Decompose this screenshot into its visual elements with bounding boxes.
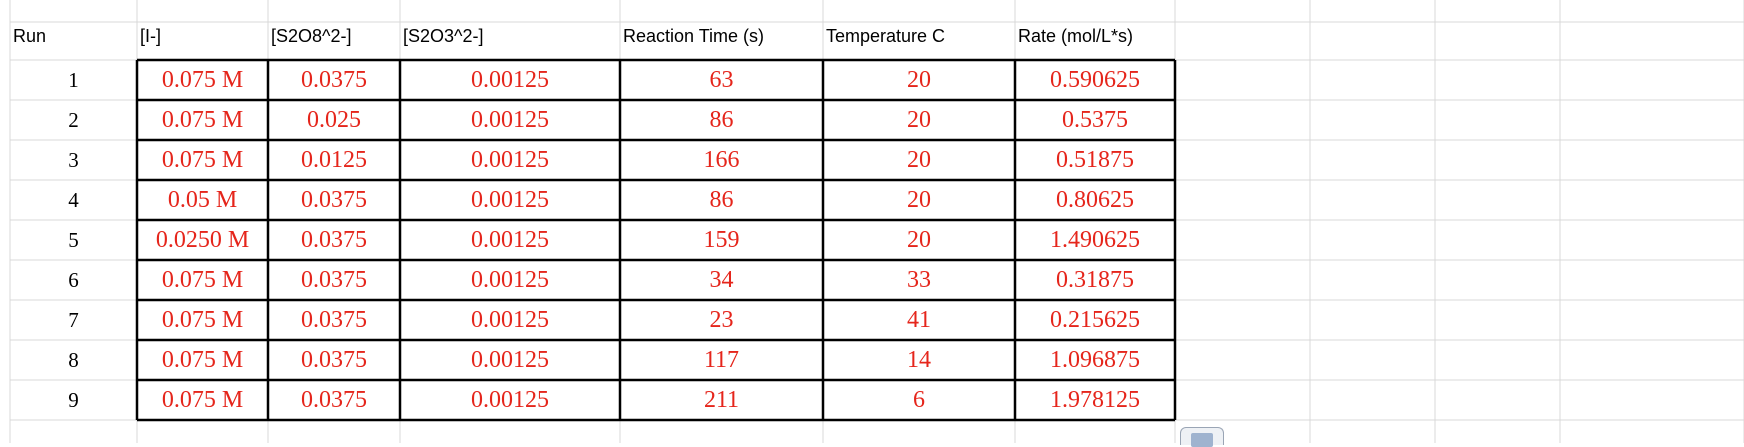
data-cell[interactable]: 0.0375 — [301, 227, 367, 253]
data-cell[interactable]: 63 — [709, 67, 734, 93]
data-cell[interactable]: 0.075 M — [161, 67, 244, 93]
data-cell[interactable]: 0.00125 — [471, 227, 549, 253]
data-cell[interactable]: 33 — [907, 267, 931, 293]
run-number-cell[interactable]: 5 — [68, 228, 79, 252]
data-cell[interactable]: 20 — [907, 227, 931, 253]
data-cell[interactable]: 20 — [907, 187, 931, 213]
data-cell[interactable]: 0.00125 — [471, 147, 549, 173]
data-cell[interactable]: 117 — [703, 347, 740, 373]
data-cell[interactable]: 0.0375 — [301, 347, 367, 373]
data-cell[interactable]: 0.0375 — [301, 67, 367, 93]
data-cell[interactable]: 20 — [907, 147, 931, 173]
data-cell[interactable]: 0.075 M — [161, 147, 244, 173]
data-cell[interactable]: 0.00125 — [471, 67, 549, 93]
data-cell[interactable]: 0.51875 — [1056, 147, 1134, 173]
data-cell[interactable]: 0.0250 M — [155, 227, 250, 253]
data-cell[interactable]: 0.05 M — [167, 187, 238, 213]
data-cell[interactable]: 86 — [709, 107, 734, 133]
data-cell[interactable]: 0.00125 — [471, 107, 549, 133]
data-cell[interactable]: 0.0125 — [301, 147, 367, 173]
run-number-cell[interactable]: 2 — [68, 108, 79, 132]
run-number-cell[interactable]: 6 — [68, 268, 79, 292]
data-cell[interactable]: 0.075 M — [161, 387, 244, 413]
column-header-cell[interactable]: Rate (mol/L*s) — [1018, 26, 1134, 46]
data-cell[interactable]: 20 — [907, 107, 931, 133]
data-cell[interactable]: 0.00125 — [471, 307, 549, 333]
data-cell[interactable]: 0.025 — [307, 107, 361, 133]
data-cell[interactable]: 0.590625 — [1050, 67, 1140, 93]
data-cell[interactable]: 86 — [709, 187, 734, 213]
data-cell[interactable]: 0.215625 — [1050, 307, 1140, 333]
data-cell[interactable]: 0.00125 — [471, 387, 549, 413]
data-cell[interactable]: 0.075 M — [161, 307, 244, 333]
data-cell[interactable]: 0.0375 — [301, 187, 367, 213]
data-cell[interactable]: 23 — [709, 307, 734, 333]
run-number-cell[interactable]: 8 — [68, 348, 79, 372]
data-cell[interactable]: 211 — [703, 387, 740, 413]
data-cell[interactable]: 0.00125 — [471, 187, 549, 213]
data-cell[interactable]: 0.00125 — [471, 267, 549, 293]
data-cell[interactable]: 1.490625 — [1050, 227, 1140, 253]
column-header-cell[interactable]: [I-] — [140, 26, 161, 46]
column-header-cell[interactable]: Temperature C — [826, 26, 946, 46]
column-header-cell[interactable]: Reaction Time (s) — [623, 26, 765, 46]
paste-options-icon[interactable] — [1180, 427, 1224, 447]
data-cell[interactable]: 34 — [709, 267, 734, 293]
data-cell[interactable]: 0.075 M — [161, 107, 244, 133]
column-header-cell[interactable]: [S2O3^2-] — [403, 26, 484, 46]
data-cell[interactable]: 0.075 M — [161, 267, 244, 293]
data-cell[interactable]: 0.00125 — [471, 347, 549, 373]
run-number-cell[interactable]: 4 — [68, 188, 79, 212]
column-header-cell[interactable]: [S2O8^2-] — [271, 26, 352, 46]
data-cell[interactable]: 0.80625 — [1056, 187, 1134, 213]
data-cell[interactable]: 0.0375 — [301, 267, 367, 293]
data-cell[interactable]: 0.5375 — [1062, 107, 1128, 133]
column-header-cell[interactable]: Run — [13, 26, 47, 46]
data-cell[interactable]: 1.978125 — [1050, 387, 1140, 413]
run-number-cell[interactable]: 1 — [68, 68, 79, 92]
data-cell[interactable]: 0.0375 — [301, 387, 367, 413]
data-cell[interactable]: 0.31875 — [1056, 267, 1134, 293]
data-cell[interactable]: 166 — [703, 147, 740, 173]
data-cell[interactable]: 0.075 M — [161, 347, 244, 373]
run-number-cell[interactable]: 3 — [68, 148, 79, 172]
data-cell[interactable]: 14 — [907, 347, 931, 373]
data-cell[interactable]: 41 — [907, 307, 931, 333]
data-cell[interactable]: 20 — [907, 67, 931, 93]
run-number-cell[interactable]: 7 — [68, 308, 79, 332]
data-cell[interactable]: 1.096875 — [1050, 347, 1140, 373]
run-number-cell[interactable]: 9 — [68, 388, 79, 412]
data-cell[interactable]: 0.0375 — [301, 307, 367, 333]
data-cell[interactable]: 6 — [913, 387, 925, 413]
data-cell[interactable]: 159 — [703, 227, 740, 253]
